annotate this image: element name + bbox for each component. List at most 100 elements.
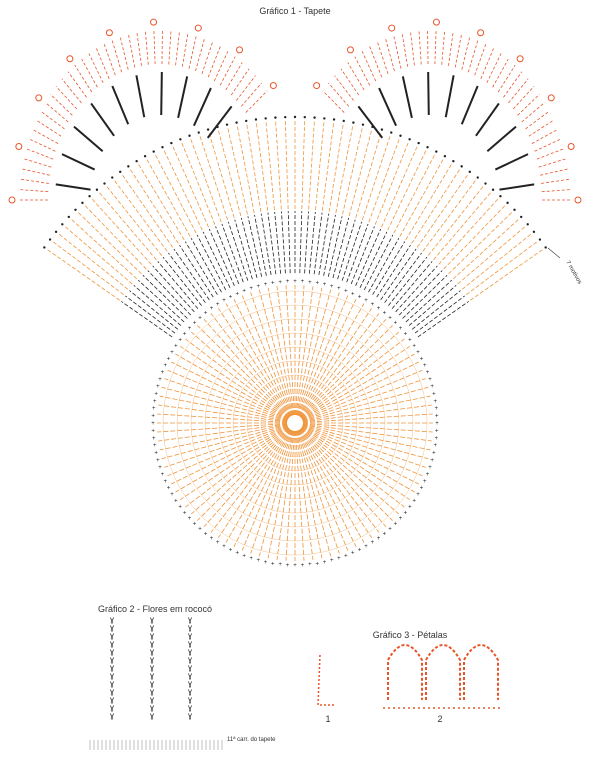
stitch: [185, 427, 289, 508]
fan-orange: [374, 142, 409, 225]
rococo: ɣ: [110, 647, 114, 656]
fan-orange: [361, 136, 391, 220]
stitch-dot: [54, 230, 58, 234]
fan-orange: [47, 249, 120, 301]
scallop: [29, 138, 56, 152]
fan-black: [368, 237, 400, 293]
fan-black: [359, 231, 388, 288]
stitch-mark: +: [337, 556, 341, 562]
picot: [346, 46, 354, 54]
rococo: ɣ: [150, 615, 154, 624]
fan-black: [308, 211, 316, 274]
stitch-mark: +: [404, 510, 408, 516]
stitch-mark: +: [412, 344, 416, 350]
fan-black: [173, 248, 210, 301]
round: [204, 332, 386, 514]
stitch-mark: +: [156, 384, 160, 390]
stitch-mark: +: [432, 451, 436, 457]
stitch-mark: +: [351, 291, 355, 297]
fan-black: [414, 295, 465, 334]
fan-black: [405, 279, 452, 323]
stitch: [185, 338, 289, 419]
picot: [432, 18, 440, 26]
stitch-dot: [506, 201, 509, 205]
stitch-mark: +: [371, 540, 375, 546]
stitch-mark: +: [151, 414, 155, 420]
stitch-mark: +: [161, 472, 165, 478]
scallop: [168, 30, 172, 65]
stitch-mark: +: [394, 321, 398, 327]
scallop: [245, 90, 268, 113]
rococo: ɣ: [110, 663, 114, 672]
fan-orange: [265, 122, 275, 211]
stitch: [159, 424, 288, 451]
picot: [269, 82, 277, 90]
fan-orange: [284, 121, 289, 210]
rococo: ɣ: [150, 695, 154, 704]
label-petala-1: 1: [325, 714, 330, 724]
stitch-mark: +: [256, 284, 260, 290]
fan-black: [411, 290, 461, 330]
fan-black: [138, 279, 185, 323]
rococo: ɣ: [150, 639, 154, 648]
fan-orange: [114, 180, 168, 252]
fan-orange: [78, 212, 142, 275]
fan-orange: [256, 123, 269, 211]
stitch-mark: +: [344, 554, 348, 560]
fan-orange: [181, 142, 216, 225]
stitch: [302, 378, 426, 421]
scallop: [32, 129, 59, 144]
scallop: [525, 110, 550, 130]
rococo: ɣ: [150, 655, 154, 664]
stitch-mark: +: [301, 279, 305, 285]
stitch: [276, 430, 295, 560]
stitch-mark: +: [278, 280, 282, 286]
stitch: [302, 386, 429, 422]
scallop: [454, 34, 462, 68]
round: [232, 360, 358, 486]
scallop: [26, 148, 54, 160]
stitch: [301, 353, 415, 420]
fan-black: [323, 214, 336, 276]
stitch-mark: +: [432, 391, 436, 397]
scallop: [55, 85, 78, 110]
stitch: [301, 427, 410, 501]
stitch-dot: [254, 118, 258, 121]
stitch: [258, 430, 294, 557]
picot: [66, 55, 74, 63]
stitch: [300, 427, 400, 515]
stitch-dot: [225, 123, 229, 126]
rococo: ɣ: [110, 679, 114, 688]
scallop: [20, 189, 49, 193]
spoke: [486, 125, 517, 153]
stitch: [197, 325, 290, 418]
fan-orange: [355, 133, 382, 218]
stitch-mark: +: [216, 302, 220, 308]
scallop: [322, 90, 345, 113]
scallop: [461, 36, 471, 70]
fan-black: [152, 265, 195, 313]
stitch: [297, 430, 340, 554]
stitch: [301, 345, 410, 419]
stitch-mark: +: [430, 458, 434, 464]
stitch: [302, 425, 426, 468]
stitch-mark: +: [416, 350, 420, 356]
fan-black: [337, 219, 356, 280]
stitch-mark: +: [344, 288, 348, 294]
fan-black: [372, 241, 406, 295]
stitch-dot: [452, 159, 455, 163]
title-grafico-1: Gráfico 1 - Tapete: [259, 6, 330, 16]
stitch: [167, 369, 288, 421]
fan-black: [384, 252, 422, 303]
stitch: [302, 413, 433, 423]
picot: [194, 24, 202, 32]
fan-black: [221, 223, 244, 283]
fan-black: [215, 226, 240, 285]
fan-orange: [443, 205, 506, 270]
scallop: [74, 64, 93, 93]
spoke: [160, 72, 163, 116]
stitch-mark: +: [420, 357, 424, 363]
stitch: [217, 308, 291, 417]
stitch-mark: +: [210, 306, 214, 312]
rococo: ɣ: [110, 711, 114, 720]
